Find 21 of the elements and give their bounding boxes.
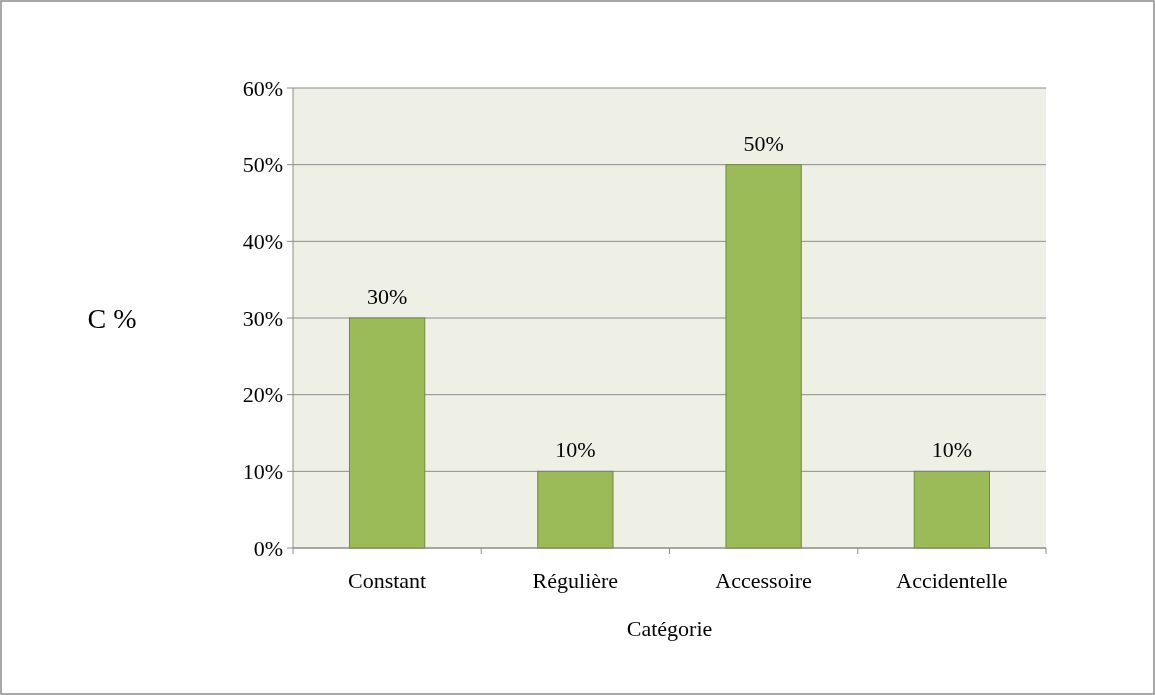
- y-tick-label: 30%: [242, 305, 283, 331]
- y-tick-label: 20%: [242, 382, 283, 408]
- x-tick-label: Régulière: [532, 568, 619, 593]
- x-tick-label: Constant: [348, 568, 427, 593]
- y-tick-label: 10%: [242, 459, 283, 485]
- data-label: 30%: [366, 284, 408, 309]
- y-axis-title: C %: [87, 303, 137, 334]
- y-tick-label: 60%: [242, 75, 283, 101]
- data-label: 10%: [555, 437, 596, 463]
- y-tick-label: 40%: [242, 229, 283, 255]
- data-label: 10%: [931, 437, 973, 463]
- y-tick-label: 50%: [242, 152, 283, 178]
- x-axis-title: Catégorie: [626, 616, 713, 641]
- bar: [913, 470, 991, 549]
- bar: [348, 317, 426, 549]
- y-tick-label: 0%: [253, 535, 283, 561]
- data-label: 50%: [743, 130, 784, 156]
- bar: [537, 470, 614, 549]
- x-tick-label: Accessoire: [715, 568, 812, 593]
- x-tick-label: Accidentelle: [896, 568, 1008, 593]
- bar: [725, 164, 802, 549]
